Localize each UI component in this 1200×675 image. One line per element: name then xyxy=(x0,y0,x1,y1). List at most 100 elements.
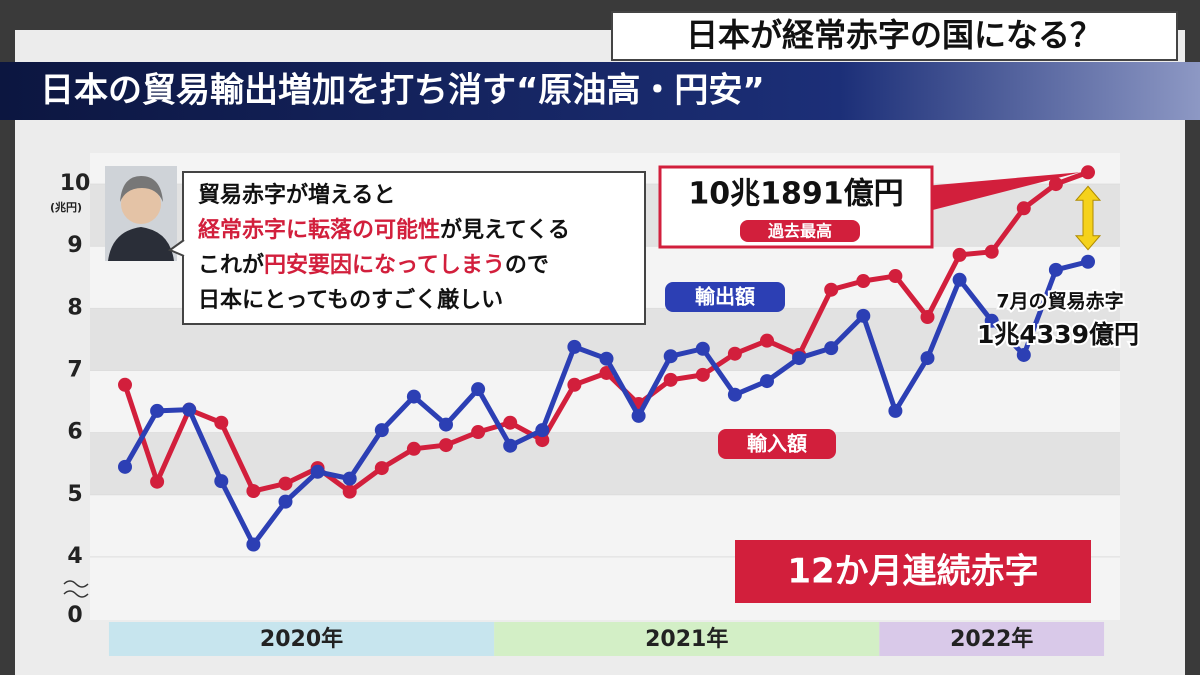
x-year-label: 2021年 xyxy=(645,626,728,652)
data-point xyxy=(150,474,165,489)
deficit-title: 7月の貿易赤字 xyxy=(996,290,1123,313)
data-point xyxy=(567,377,582,392)
data-point xyxy=(214,415,229,430)
speech-segment: ので xyxy=(505,253,549,278)
y-tick-label: 9 xyxy=(67,233,82,258)
year-band xyxy=(494,622,880,656)
speech-tail xyxy=(167,239,185,257)
y-tick-label: 10 xyxy=(60,171,91,196)
x-year-label: 2022年 xyxy=(950,626,1033,652)
data-point xyxy=(1048,177,1063,192)
data-point xyxy=(1081,165,1095,180)
streak-box xyxy=(735,540,1091,603)
data-point xyxy=(439,438,453,453)
presenter-body xyxy=(108,227,174,261)
data-point xyxy=(374,423,389,438)
speech-line: 経常赤字に転落の可能性が見えてくる xyxy=(198,217,570,243)
y-tick-label: 4 xyxy=(67,544,82,569)
data-point xyxy=(406,441,421,456)
speech-line: 貿易赤字が増えると xyxy=(198,182,395,208)
data-point xyxy=(150,403,165,418)
data-point xyxy=(663,349,678,364)
speech-segment: 経常赤字に転落の可能性 xyxy=(198,217,440,243)
data-point xyxy=(599,351,614,366)
speech-bubble xyxy=(182,171,646,325)
presenter-hair xyxy=(120,176,163,202)
data-point xyxy=(824,341,839,356)
deficit-value: 1兆4339億円 xyxy=(977,320,1139,349)
data-point xyxy=(984,313,999,328)
data-point xyxy=(118,459,132,474)
y-tick-label: 8 xyxy=(67,295,82,320)
data-point xyxy=(727,346,742,361)
record-note: 過去最高 xyxy=(767,222,832,241)
data-point xyxy=(952,247,967,262)
y-tick-label: 6 xyxy=(67,420,82,445)
data-point xyxy=(888,269,903,284)
data-point xyxy=(727,387,742,402)
data-point xyxy=(471,382,486,397)
legend-pill xyxy=(718,429,836,459)
deficit-arrow xyxy=(1074,185,1102,251)
x-year-label: 2020年 xyxy=(260,626,343,652)
data-point xyxy=(535,423,550,438)
banner xyxy=(0,62,1200,120)
legend-pill xyxy=(665,282,785,312)
record-value: 10兆1891億円 xyxy=(688,177,903,212)
data-point xyxy=(278,476,293,491)
question-box xyxy=(611,11,1178,61)
axis-break xyxy=(63,580,89,598)
legend-label: 輸出額 xyxy=(695,285,755,309)
speech-line: これが円安要因になってしまうので xyxy=(198,252,549,278)
data-point xyxy=(695,341,710,356)
grid-band xyxy=(90,432,1120,495)
data-point xyxy=(182,402,197,417)
data-point xyxy=(374,461,389,476)
data-point xyxy=(118,377,132,392)
data-point xyxy=(792,351,807,366)
data-point xyxy=(631,408,646,423)
data-point xyxy=(310,464,325,479)
data-point xyxy=(824,282,839,297)
question-text: 日本が経常赤字の国になる？ xyxy=(686,16,1102,54)
record-pill xyxy=(740,220,860,242)
data-point xyxy=(246,484,261,499)
y-tick-label: 5 xyxy=(67,482,82,507)
data-point xyxy=(760,333,774,348)
data-point xyxy=(1048,262,1063,277)
speech-segment: 貿易赤字が増えると xyxy=(198,182,395,208)
data-point xyxy=(663,372,678,387)
data-point xyxy=(856,308,871,323)
data-point xyxy=(920,310,935,325)
speech-segment: 円安要因になってしまう xyxy=(264,252,505,278)
presenter-head xyxy=(121,184,161,224)
data-point xyxy=(214,474,229,489)
data-point xyxy=(406,389,421,404)
data-point xyxy=(888,403,903,418)
data-point xyxy=(1081,254,1095,269)
banner-text: 日本の貿易輸出増加を打ち消す“原油高・円安” xyxy=(40,71,765,111)
data-point xyxy=(952,272,967,287)
data-point xyxy=(503,438,518,453)
speech-segment: が見えてくる xyxy=(440,217,570,243)
legend-label: 輸入額 xyxy=(747,432,807,456)
y-break-tick-label: 0 xyxy=(67,603,82,628)
data-point xyxy=(503,415,518,430)
data-point xyxy=(278,494,293,509)
year-band xyxy=(879,622,1105,656)
y-tick-label: 7 xyxy=(67,358,82,383)
data-point xyxy=(567,339,582,354)
data-point xyxy=(471,425,486,440)
data-point xyxy=(342,484,357,499)
data-point xyxy=(535,433,550,448)
speech-segment: これが xyxy=(198,252,264,278)
data-point xyxy=(342,471,357,486)
streak-text: 12か月連続赤字 xyxy=(787,552,1038,592)
data-point xyxy=(1016,347,1031,362)
data-point xyxy=(246,537,261,552)
data-point xyxy=(695,367,710,382)
record-pointer xyxy=(925,172,1080,212)
data-point xyxy=(920,351,935,366)
data-point xyxy=(1016,201,1031,216)
